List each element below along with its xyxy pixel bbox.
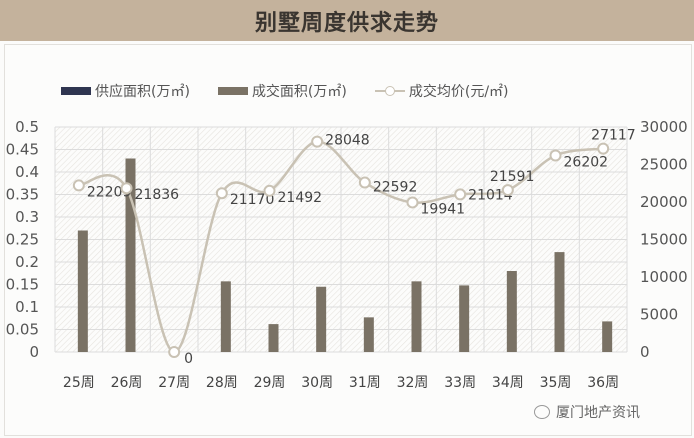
wechat-icon — [534, 405, 550, 419]
legend-item-avg-price: 成交均价(元/㎡) — [374, 81, 509, 101]
svg-text:26周: 26周 — [111, 375, 143, 391]
svg-text:0.25: 0.25 — [6, 231, 39, 249]
svg-text:0.15: 0.15 — [6, 276, 39, 294]
svg-text:0: 0 — [184, 351, 193, 367]
svg-text:33周: 33周 — [444, 375, 476, 391]
svg-text:22592: 22592 — [373, 180, 418, 196]
svg-text:25000: 25000 — [640, 156, 688, 174]
svg-text:27117: 27117 — [591, 128, 636, 144]
line-marker-icon — [374, 85, 405, 97]
svg-text:15000: 15000 — [640, 231, 688, 249]
chart-legend: 供应面积(万㎡) 成交面积(万㎡) 成交均价(元/㎡) — [61, 81, 537, 101]
svg-text:30周: 30周 — [301, 375, 333, 391]
svg-text:0.3: 0.3 — [15, 208, 39, 226]
svg-text:0.4: 0.4 — [15, 163, 39, 181]
svg-text:35周: 35周 — [540, 375, 572, 391]
svg-text:28周: 28周 — [206, 375, 238, 391]
svg-text:27周: 27周 — [158, 375, 190, 391]
svg-text:0.5: 0.5 — [15, 118, 39, 136]
svg-text:31周: 31周 — [349, 375, 381, 391]
svg-text:21014: 21014 — [468, 187, 513, 203]
svg-text:30000: 30000 — [640, 118, 688, 136]
chart-title: 别墅周度供求走势 — [254, 10, 439, 36]
svg-text:0: 0 — [29, 343, 39, 361]
svg-text:21591: 21591 — [490, 169, 535, 185]
svg-text:32周: 32周 — [397, 375, 429, 391]
svg-text:34周: 34周 — [492, 375, 524, 391]
svg-text:10000: 10000 — [640, 268, 688, 286]
supply-swatch-icon — [61, 87, 91, 95]
wechat-logo: 厦门地产资讯 — [534, 402, 640, 422]
svg-text:21492: 21492 — [278, 190, 323, 206]
svg-text:21836: 21836 — [135, 187, 180, 203]
chart-title-bar: 别墅周度供求走势 — [0, 0, 694, 41]
svg-text:19941: 19941 — [421, 201, 466, 217]
svg-text:21170: 21170 — [230, 192, 275, 208]
svg-text:0: 0 — [640, 343, 650, 361]
svg-text:5000: 5000 — [640, 306, 678, 324]
svg-text:0.45: 0.45 — [6, 141, 39, 159]
svg-text:28048: 28048 — [325, 133, 370, 149]
deal-area-swatch-icon — [217, 87, 248, 95]
svg-text:0.1: 0.1 — [15, 298, 39, 316]
svg-text:36周: 36周 — [587, 375, 619, 391]
svg-text:0.2: 0.2 — [15, 253, 39, 271]
legend-item-supply: 供应面积(万㎡) — [61, 81, 190, 101]
svg-text:20000: 20000 — [640, 193, 688, 211]
svg-text:0.35: 0.35 — [6, 186, 39, 204]
svg-text:26202: 26202 — [564, 154, 609, 170]
svg-text:22209: 22209 — [87, 184, 132, 200]
svg-text:25周: 25周 — [63, 375, 95, 391]
legend-item-deal-area: 成交面积(万㎡) — [217, 81, 347, 101]
svg-text:29周: 29周 — [254, 375, 286, 391]
svg-text:0.05: 0.05 — [6, 321, 39, 339]
